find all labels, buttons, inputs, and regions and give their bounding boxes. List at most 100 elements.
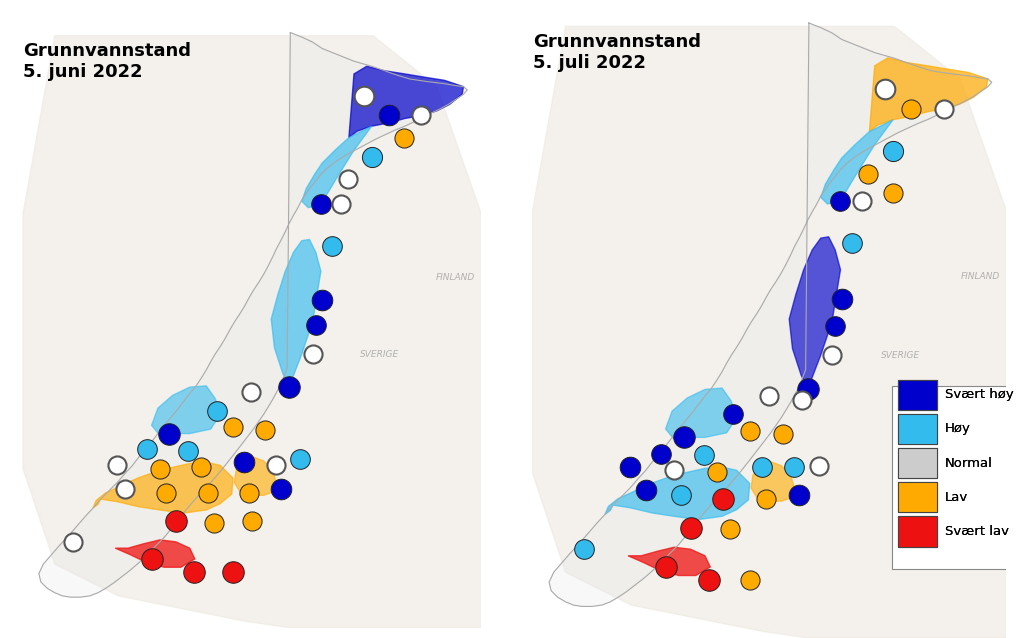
Point	[209, 406, 225, 417]
Point	[139, 445, 156, 455]
Point	[158, 487, 174, 498]
Point	[877, 84, 893, 94]
Point	[268, 460, 285, 470]
Point	[741, 575, 758, 585]
Polygon shape	[869, 58, 988, 131]
Text: Grunnvannstand
5. juli 2022: Grunnvannstand 5. juli 2022	[532, 33, 700, 71]
Polygon shape	[349, 66, 464, 138]
Text: FINLAND: FINLAND	[436, 273, 475, 282]
Polygon shape	[23, 36, 481, 628]
Point	[700, 575, 717, 585]
Bar	[898, 516, 937, 547]
FancyBboxPatch shape	[893, 386, 1008, 569]
Point	[844, 238, 860, 248]
Point	[168, 516, 184, 526]
Text: Høy: Høy	[945, 422, 971, 435]
Bar	[898, 482, 937, 512]
Bar	[898, 516, 937, 547]
Polygon shape	[666, 388, 736, 440]
Point	[834, 294, 850, 304]
Polygon shape	[152, 386, 220, 436]
Point	[754, 462, 770, 472]
Point	[725, 409, 741, 419]
Point	[333, 199, 349, 209]
Point	[823, 350, 840, 360]
Point	[292, 454, 308, 464]
Polygon shape	[751, 462, 795, 501]
Point	[364, 152, 380, 162]
Text: FINLAND: FINLAND	[961, 272, 999, 281]
Text: Svært lav: Svært lav	[945, 525, 1009, 538]
Point	[761, 391, 777, 401]
Point	[811, 461, 827, 471]
Polygon shape	[39, 33, 467, 597]
Point	[144, 554, 161, 564]
Point	[827, 320, 844, 330]
Point	[237, 457, 253, 467]
Text: Svært lav: Svært lav	[945, 525, 1009, 538]
Polygon shape	[302, 126, 372, 207]
Point	[243, 387, 259, 397]
Point	[682, 523, 698, 533]
Point	[339, 174, 355, 184]
Point	[715, 493, 731, 503]
Point	[381, 110, 397, 121]
Polygon shape	[549, 23, 992, 607]
Polygon shape	[532, 26, 1007, 638]
Point	[312, 199, 329, 209]
Bar	[898, 448, 937, 478]
Point	[758, 493, 774, 503]
Point	[180, 446, 197, 456]
Bar	[898, 413, 937, 444]
Point	[225, 567, 242, 577]
Text: Svært høy: Svært høy	[945, 388, 1014, 401]
Point	[676, 433, 692, 443]
Point	[241, 487, 257, 498]
Point	[652, 449, 669, 459]
Point	[575, 544, 592, 554]
Point	[791, 489, 807, 500]
Point	[885, 146, 901, 156]
Point	[244, 516, 260, 526]
Text: SVERIGE: SVERIGE	[882, 351, 921, 360]
Point	[185, 567, 202, 577]
Text: Svært høy: Svært høy	[945, 388, 1014, 401]
Point	[206, 517, 222, 528]
Polygon shape	[821, 120, 893, 204]
Polygon shape	[234, 457, 276, 495]
Text: Lav: Lav	[945, 491, 969, 504]
Polygon shape	[271, 239, 321, 387]
Point	[786, 462, 803, 472]
Point	[161, 429, 177, 439]
Point	[860, 169, 877, 179]
Bar	[898, 482, 937, 512]
Bar	[898, 448, 937, 478]
Text: Høy: Høy	[945, 422, 971, 435]
Point	[152, 463, 168, 473]
Text: Normal: Normal	[945, 457, 993, 470]
Point	[638, 485, 654, 495]
Point	[833, 195, 849, 205]
Point	[695, 450, 712, 460]
Point	[109, 460, 125, 470]
Polygon shape	[116, 540, 195, 567]
Point	[853, 195, 869, 205]
Bar	[898, 380, 937, 410]
Point	[324, 241, 340, 251]
Point	[355, 91, 372, 101]
Text: Normal: Normal	[945, 457, 993, 470]
Bar	[898, 380, 937, 410]
Point	[903, 103, 920, 114]
Point	[304, 349, 321, 359]
Point	[65, 537, 81, 547]
Text: Grunnvannstand
5. juni 2022: Grunnvannstand 5. juni 2022	[23, 42, 190, 81]
Point	[314, 295, 331, 305]
Point	[936, 103, 952, 114]
Point	[200, 487, 216, 498]
Point	[307, 320, 324, 330]
Point	[800, 384, 816, 394]
Point	[666, 465, 682, 475]
Point	[272, 484, 289, 494]
Polygon shape	[93, 462, 233, 513]
Point	[413, 110, 429, 121]
